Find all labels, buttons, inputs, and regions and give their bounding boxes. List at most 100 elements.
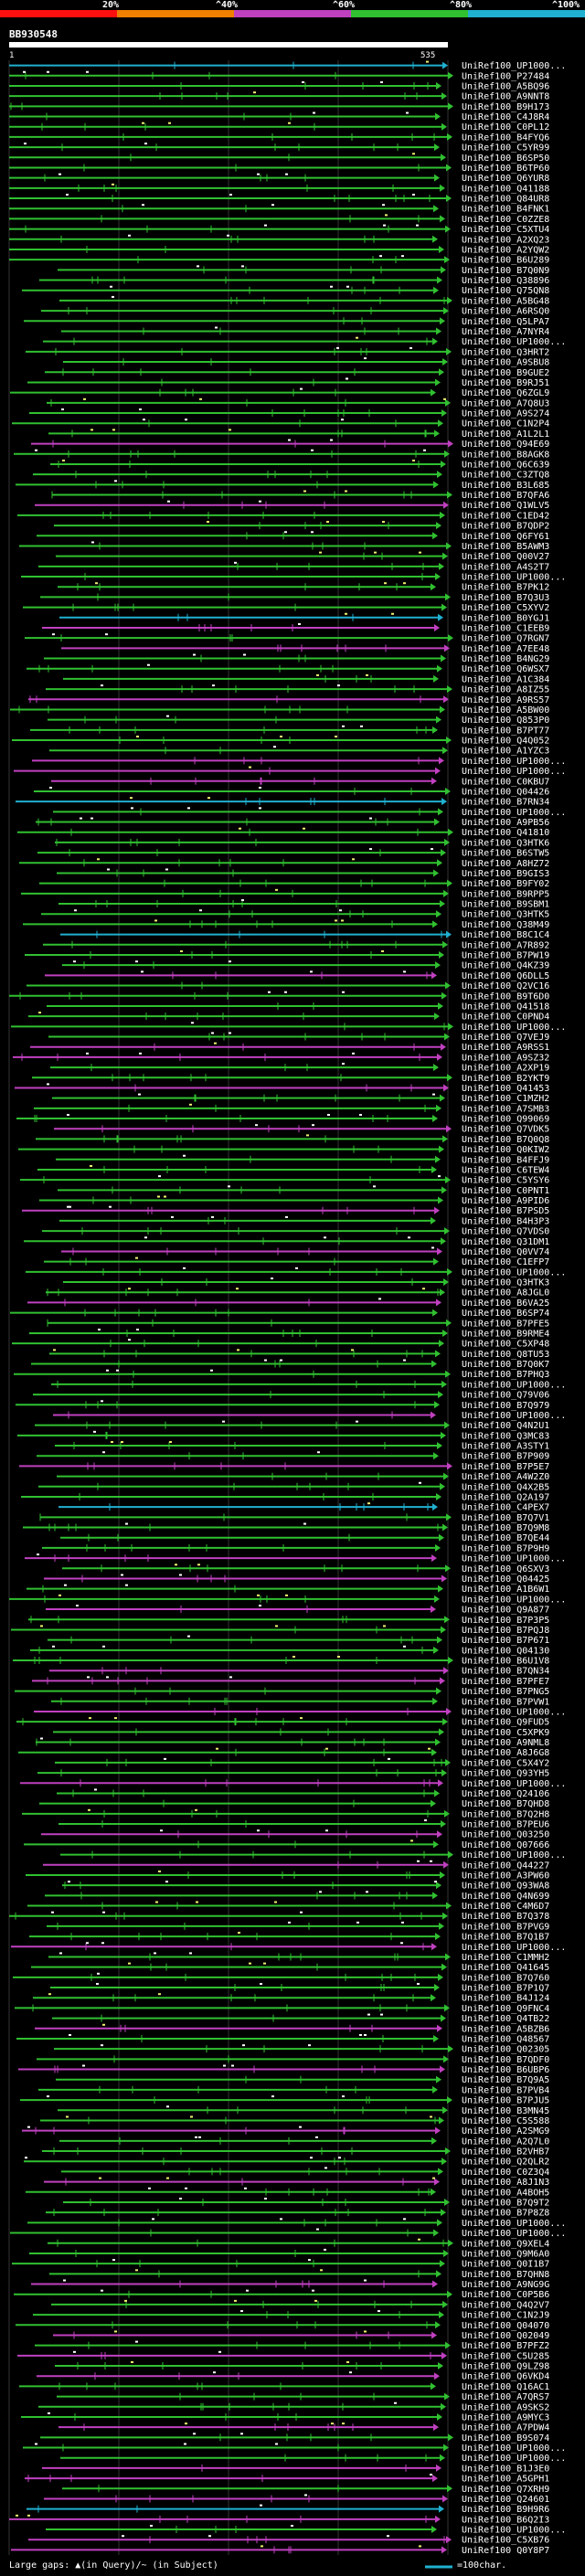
- hit-row[interactable]: UniRef100_B6STW5: [37, 848, 549, 859]
- hit-row[interactable]: UniRef100_Q02049: [53, 2330, 549, 2341]
- hit-label[interactable]: UniRef100_Q93WA8: [462, 1882, 549, 1892]
- hit-row[interactable]: UniRef100_Q93WA8: [62, 1881, 549, 1892]
- hit-label[interactable]: UniRef100_B6STW5: [462, 849, 549, 859]
- hit-label[interactable]: UniRef100_A8IZ55: [462, 685, 549, 695]
- hit-label[interactable]: UniRef100_B7RN34: [462, 798, 549, 808]
- hit-row[interactable]: UniRef100_Q9XEL4: [48, 2238, 549, 2250]
- hit-row[interactable]: UniRef100_Q4Q2V7: [51, 2299, 549, 2311]
- hit-row[interactable]: UniRef100_Q94E69: [31, 439, 549, 451]
- hit-row[interactable]: UniRef100_Q0Y8P7: [11, 2545, 549, 2555]
- hit-row[interactable]: UniRef100_A7SMB3: [34, 1103, 549, 1115]
- hit-label[interactable]: UniRef100_A8JGL0: [462, 1288, 549, 1299]
- hit-row[interactable]: UniRef100_C4J8R4: [9, 111, 549, 123]
- hit-row[interactable]: UniRef100_Q6YUR8: [9, 173, 549, 185]
- hit-row[interactable]: UniRef100_C0Z3Q4: [61, 2167, 549, 2178]
- hit-row[interactable]: UniRef100_UP1000...: [26, 1267, 566, 1278]
- hit-row[interactable]: UniRef100_B8AGK8: [14, 449, 549, 461]
- hit-row[interactable]: UniRef100_B7PEU6: [58, 1819, 549, 1830]
- hit-row[interactable]: UniRef100_C5XPK9: [53, 1728, 549, 1738]
- hit-row[interactable]: UniRef100_Q6WSX7: [27, 663, 549, 675]
- hit-label[interactable]: UniRef100_Q5LPA7: [462, 317, 549, 327]
- hit-label[interactable]: UniRef100_Q2VC16: [462, 981, 549, 991]
- hit-label[interactable]: UniRef100_A9RSS1: [462, 1043, 549, 1053]
- hit-label[interactable]: UniRef100_C1MZH2: [462, 1094, 549, 1104]
- hit-row[interactable]: UniRef100_B7P671: [48, 1635, 549, 1647]
- hit-row[interactable]: UniRef100_Q75QN8: [22, 285, 549, 297]
- hit-row[interactable]: UniRef100_Q6DLL5: [45, 970, 549, 981]
- hit-label[interactable]: UniRef100_B9FY02: [462, 879, 549, 889]
- hit-label[interactable]: UniRef100_A1YZC3: [462, 747, 549, 757]
- hit-row[interactable]: UniRef100_Q3HTK6: [55, 838, 549, 848]
- hit-row[interactable]: UniRef100_A3STY1: [55, 1441, 549, 1452]
- hit-label[interactable]: UniRef100_B6UBP6: [462, 2065, 549, 2075]
- hit-label[interactable]: UniRef100_Q4KZ39: [462, 961, 549, 971]
- hit-row[interactable]: UniRef100_B7QDF0: [37, 2055, 549, 2065]
- hit-label[interactable]: UniRef100_B3MN45: [462, 2106, 549, 2116]
- hit-row[interactable]: UniRef100_Q38896: [39, 276, 549, 286]
- hit-label[interactable]: UniRef100_A9SBU8: [462, 358, 549, 368]
- hit-label[interactable]: UniRef100_B9SBM1: [462, 900, 549, 910]
- hit-label[interactable]: UniRef100_B9RPP5: [462, 889, 549, 899]
- hit-row[interactable]: UniRef100_C4M6D7: [27, 1901, 549, 1913]
- hit-label[interactable]: UniRef100_B7Q9M8: [462, 1523, 549, 1533]
- hit-label[interactable]: UniRef100_B7PHQ3: [462, 1370, 549, 1380]
- hit-label[interactable]: UniRef100_Q4N699: [462, 1892, 549, 1902]
- hit-row[interactable]: UniRef100_Q84UR8: [9, 194, 549, 205]
- hit-row[interactable]: UniRef100_UP1000...: [60, 1850, 566, 1860]
- hit-label[interactable]: UniRef100_A9PB56: [462, 818, 549, 828]
- hit-row[interactable]: UniRef100_B9GIS3: [57, 868, 549, 879]
- hit-row[interactable]: UniRef100_A2Q7L0: [59, 2136, 549, 2147]
- hit-label[interactable]: UniRef100_A7EE48: [462, 644, 549, 654]
- hit-row[interactable]: UniRef100_B6SP74: [10, 1309, 549, 1319]
- hit-label[interactable]: UniRef100_Q9FUD5: [462, 1718, 549, 1728]
- hit-row[interactable]: UniRef100_Q03250: [41, 1829, 549, 1840]
- hit-row[interactable]: UniRef100_Q4KZ39: [62, 960, 549, 971]
- hit-row[interactable]: UniRef100_B9H9R6: [27, 2504, 549, 2516]
- hit-row[interactable]: UniRef100_B7PVG9: [47, 1921, 549, 1933]
- hit-label[interactable]: UniRef100_A9NNT8: [462, 92, 549, 102]
- hit-row[interactable]: UniRef100_A4W2Z0: [57, 1472, 549, 1482]
- hit-label[interactable]: UniRef100_Q38896: [462, 276, 549, 286]
- hit-row[interactable]: UniRef100_B4FFJ9: [56, 1154, 549, 1166]
- hit-row[interactable]: UniRef100_B7PQJ8: [11, 1625, 549, 1636]
- hit-row[interactable]: UniRef100_Q7VDS0: [42, 1227, 549, 1237]
- hit-row[interactable]: UniRef100_A1B6W1: [27, 1584, 549, 1595]
- hit-label[interactable]: UniRef100_Q8TU53: [462, 1350, 549, 1360]
- hit-row[interactable]: UniRef100_B8C1C4: [60, 930, 549, 940]
- hit-label[interactable]: UniRef100_B7QN34: [462, 1667, 549, 1677]
- hit-row[interactable]: UniRef100_B4H3P3: [59, 1215, 549, 1227]
- hit-row[interactable]: UniRef100_Q99069: [16, 1114, 549, 1125]
- hit-row[interactable]: UniRef100_B6VA25: [27, 1298, 549, 1309]
- hit-row[interactable]: UniRef100_C6TEW4: [37, 1164, 549, 1176]
- hit-row[interactable]: UniRef100_C5XP48: [12, 1339, 549, 1350]
- hit-row[interactable]: UniRef100_B6Q2I3: [9, 2514, 549, 2526]
- hit-row[interactable]: UniRef100_UP1000...: [32, 757, 566, 767]
- hit-row[interactable]: UniRef100_B7Q9T2: [63, 2197, 549, 2209]
- hit-label[interactable]: UniRef100_Q7RGN7: [462, 634, 549, 644]
- hit-label[interactable]: UniRef100_A5BG48: [462, 296, 549, 306]
- hit-row[interactable]: UniRef100_B4FNK1: [9, 204, 549, 215]
- hit-row[interactable]: UniRef100_Q04130: [30, 1645, 549, 1657]
- hit-label[interactable]: UniRef100_B4NG29: [462, 654, 549, 664]
- hit-row[interactable]: UniRef100_B7P5E7: [19, 1462, 549, 1472]
- hit-row[interactable]: UniRef100_A5BQ96: [9, 80, 549, 92]
- hit-label[interactable]: UniRef100_B9H9R6: [462, 2505, 549, 2515]
- hit-label[interactable]: UniRef100_B4FYQ6: [462, 133, 549, 143]
- hit-row[interactable]: UniRef100_Q41518: [47, 1002, 549, 1012]
- hit-label[interactable]: UniRef100_B9T6D0: [462, 991, 549, 1002]
- hit-label[interactable]: UniRef100_B6SP74: [462, 1309, 549, 1319]
- hit-row[interactable]: UniRef100_Q2QLR2: [24, 2157, 549, 2168]
- hit-row[interactable]: UniRef100_Q853P0: [48, 715, 549, 726]
- hit-label[interactable]: UniRef100_Q9M6A0: [462, 2249, 549, 2259]
- hit-label[interactable]: UniRef100_B7Q979: [462, 1401, 549, 1411]
- hit-row[interactable]: UniRef100_B7Q9A5: [56, 2075, 549, 2085]
- hit-row[interactable]: UniRef100_B7PHQ3: [14, 1369, 549, 1381]
- hit-label[interactable]: UniRef100_Q3MC83: [462, 1431, 549, 1441]
- hit-label[interactable]: UniRef100_Q4TB22: [462, 2014, 549, 2024]
- hit-label[interactable]: UniRef100_Q9FNC4: [462, 2004, 549, 2014]
- hit-label[interactable]: UniRef100_Q4Q2V7: [462, 2300, 549, 2310]
- hit-row[interactable]: UniRef100_B7Q2H8: [22, 1808, 549, 1820]
- hit-label[interactable]: UniRef100_B7QHN8: [462, 2270, 549, 2280]
- hit-row[interactable]: UniRef100_A9SKS2: [38, 2401, 549, 2413]
- hit-label[interactable]: UniRef100_C1EEB9: [462, 623, 549, 633]
